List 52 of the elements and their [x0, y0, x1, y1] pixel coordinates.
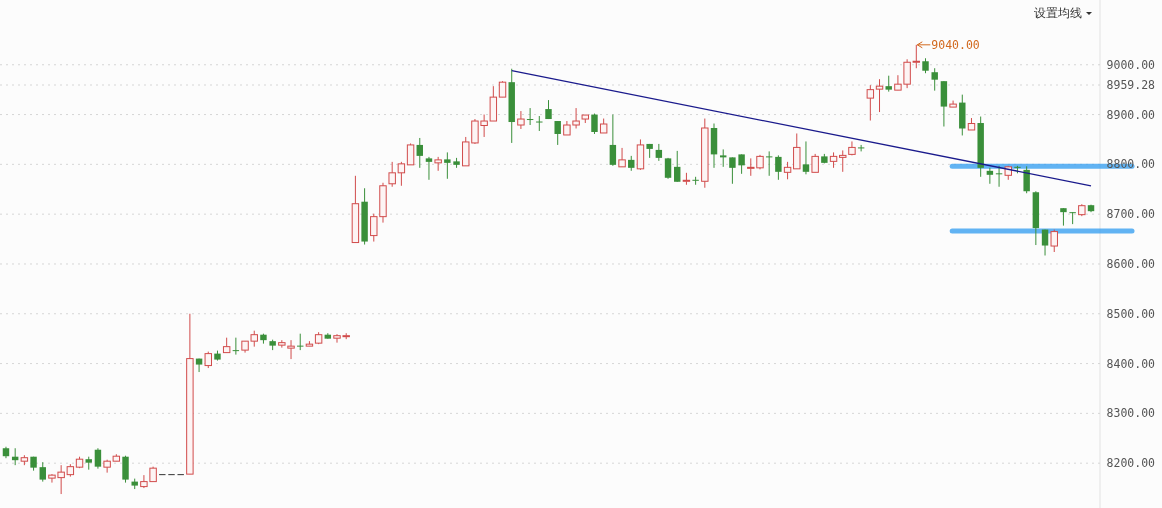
- candlestick: [775, 154, 782, 181]
- candlestick: [297, 333, 304, 351]
- candlestick: [1050, 229, 1058, 253]
- candlestick: [875, 78, 884, 113]
- y-tick-label: 8500.00: [1106, 306, 1156, 321]
- candlestick: [995, 165, 1003, 188]
- candlestick: [802, 140, 810, 175]
- y-tick-label: 8700.00: [1106, 207, 1156, 222]
- candlestick: [39, 461, 46, 483]
- candlestick: [425, 156, 433, 181]
- candlestick: [609, 114, 617, 167]
- candlestick: [1041, 229, 1049, 256]
- candlestick: [536, 115, 543, 132]
- candlestick: [1069, 211, 1076, 225]
- candlestick: [122, 455, 129, 484]
- candlestick: [986, 167, 994, 185]
- candlestick: [406, 142, 415, 166]
- candlestick: [1023, 165, 1030, 194]
- candlestick: [765, 150, 773, 177]
- y-tick-label: 8900.00: [1106, 107, 1156, 122]
- y-tick-label: 8800.00: [1106, 157, 1156, 172]
- candlestick: [719, 148, 727, 168]
- candlestick: [232, 337, 240, 356]
- candlestick: [857, 144, 865, 152]
- y-tick-label: 8600.00: [1106, 256, 1156, 271]
- candlestick: [388, 161, 396, 188]
- y-tick-label: 8200.00: [1106, 456, 1156, 471]
- y-tick-label: 9000.00: [1106, 57, 1156, 72]
- candlestick: [866, 84, 875, 122]
- y-tick-label: 8959.28: [1106, 78, 1156, 93]
- annotation: 设置均线: [1034, 6, 1082, 20]
- candlestick: [397, 161, 406, 187]
- candlestick: [793, 132, 801, 170]
- y-tick-label: 8400.00: [1106, 356, 1156, 371]
- candlestick: [738, 153, 745, 175]
- candlestick: [94, 447, 102, 470]
- y-tick-label: 8300.00: [1106, 406, 1156, 421]
- candlestick: [526, 107, 534, 126]
- candlestick: [636, 138, 645, 171]
- candlestick: [554, 120, 561, 146]
- candlestick: [444, 151, 451, 180]
- candlestick: [674, 150, 681, 183]
- candlestick: [811, 153, 819, 173]
- candlestick: [517, 110, 525, 130]
- candlestick: [195, 358, 203, 373]
- annotation: 9040.00: [931, 37, 980, 52]
- candlestick: [591, 113, 598, 135]
- candlestick: [618, 147, 626, 168]
- candlestick: [729, 156, 736, 185]
- candlestick: [839, 149, 847, 173]
- candlestick: [931, 67, 938, 92]
- candlestick: [416, 137, 423, 169]
